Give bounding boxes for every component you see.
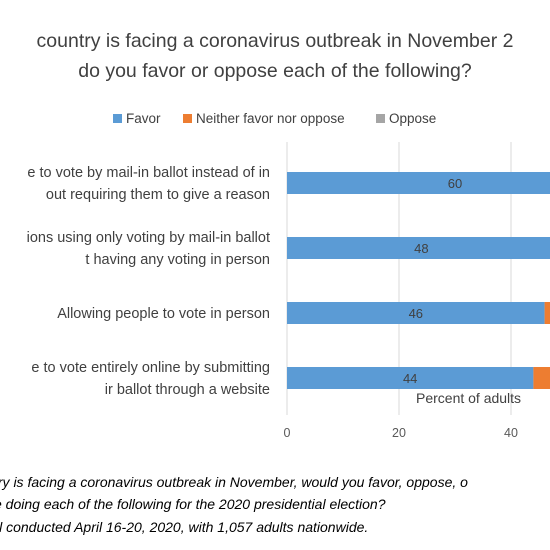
footnote-question-line-2: e doing each of the following for the 20…: [0, 496, 386, 512]
bar-label-1-series-1: 60: [448, 176, 462, 191]
bars: 6017482046234417: [287, 172, 550, 389]
bar-label-3-series-1: 46: [409, 306, 423, 321]
category-label-3: Allowing people to vote in person: [57, 306, 270, 322]
chart-title-line-2: do you favor or oppose each of the follo…: [78, 60, 472, 82]
x-tick-0: 0: [284, 426, 291, 440]
bar-1-series-1: [287, 172, 550, 194]
bar-3-series-1: [287, 302, 545, 324]
bar-4-series-2: [533, 367, 550, 389]
x-axis-title: Percent of adults: [416, 390, 521, 406]
legend-swatch-2: [183, 114, 192, 123]
bar-label-2-series-1: 48: [414, 241, 428, 256]
chart-title: country is facing a coronavirus outbreak…: [37, 30, 514, 82]
bar-4-series-1: [287, 367, 534, 389]
legend-label-3: Oppose: [389, 111, 436, 126]
category-label-1-line-2: out requiring them to give a reason: [46, 187, 270, 203]
x-tick-20: 20: [392, 426, 406, 440]
x-axis-ticks: 0204060: [284, 426, 518, 440]
bar-label-4-series-1: 44: [403, 371, 417, 386]
x-tick-40: 40: [504, 426, 518, 440]
category-label-1-line-1: e to vote by mail-in ballot instead of i…: [27, 165, 270, 181]
legend-swatch-1: [113, 114, 122, 123]
footnote-poll-info: ll conducted April 16-20, 2020, with 1,0…: [0, 519, 369, 535]
footnote-question-line-1: try is facing a coronavirus outbreak in …: [0, 474, 468, 490]
legend-label-2: Neither favor nor oppose: [196, 111, 345, 126]
legend-label-1: Favor: [126, 111, 161, 126]
bar-2-series-1: [287, 237, 550, 259]
chart-title-line-1: country is facing a coronavirus outbreak…: [37, 30, 514, 52]
category-label-2-line-1: ions using only voting by mail-in ballot: [27, 230, 270, 246]
bar-3-series-2: [544, 302, 550, 324]
category-label-4-line-2: ir ballot through a website: [105, 382, 270, 398]
category-label-2-line-2: t having any voting in person: [85, 252, 270, 268]
category-label-4-line-1: e to vote entirely online by submitting: [31, 360, 270, 376]
legend: Favor Neither favor nor oppose Oppose: [113, 111, 436, 126]
legend-swatch-3: [376, 114, 385, 123]
category-labels: e to vote by mail-in ballot instead of i…: [27, 165, 270, 398]
